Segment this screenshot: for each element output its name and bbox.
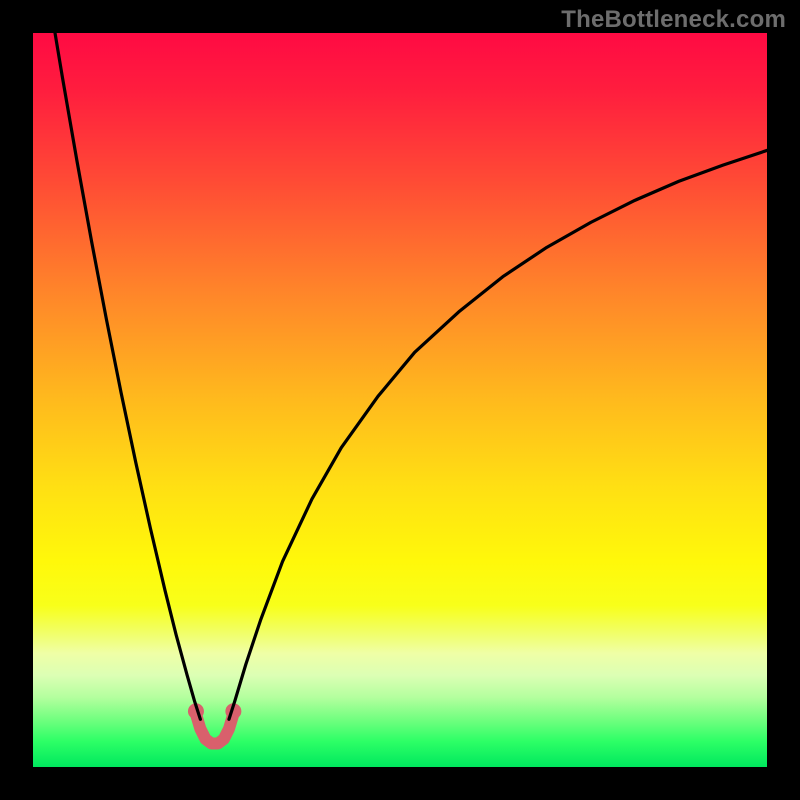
plot-background [33, 33, 767, 767]
attribution-text: TheBottleneck.com [561, 6, 786, 34]
bottleneck-chart [0, 0, 800, 800]
stage: TheBottleneck.com [0, 0, 800, 800]
